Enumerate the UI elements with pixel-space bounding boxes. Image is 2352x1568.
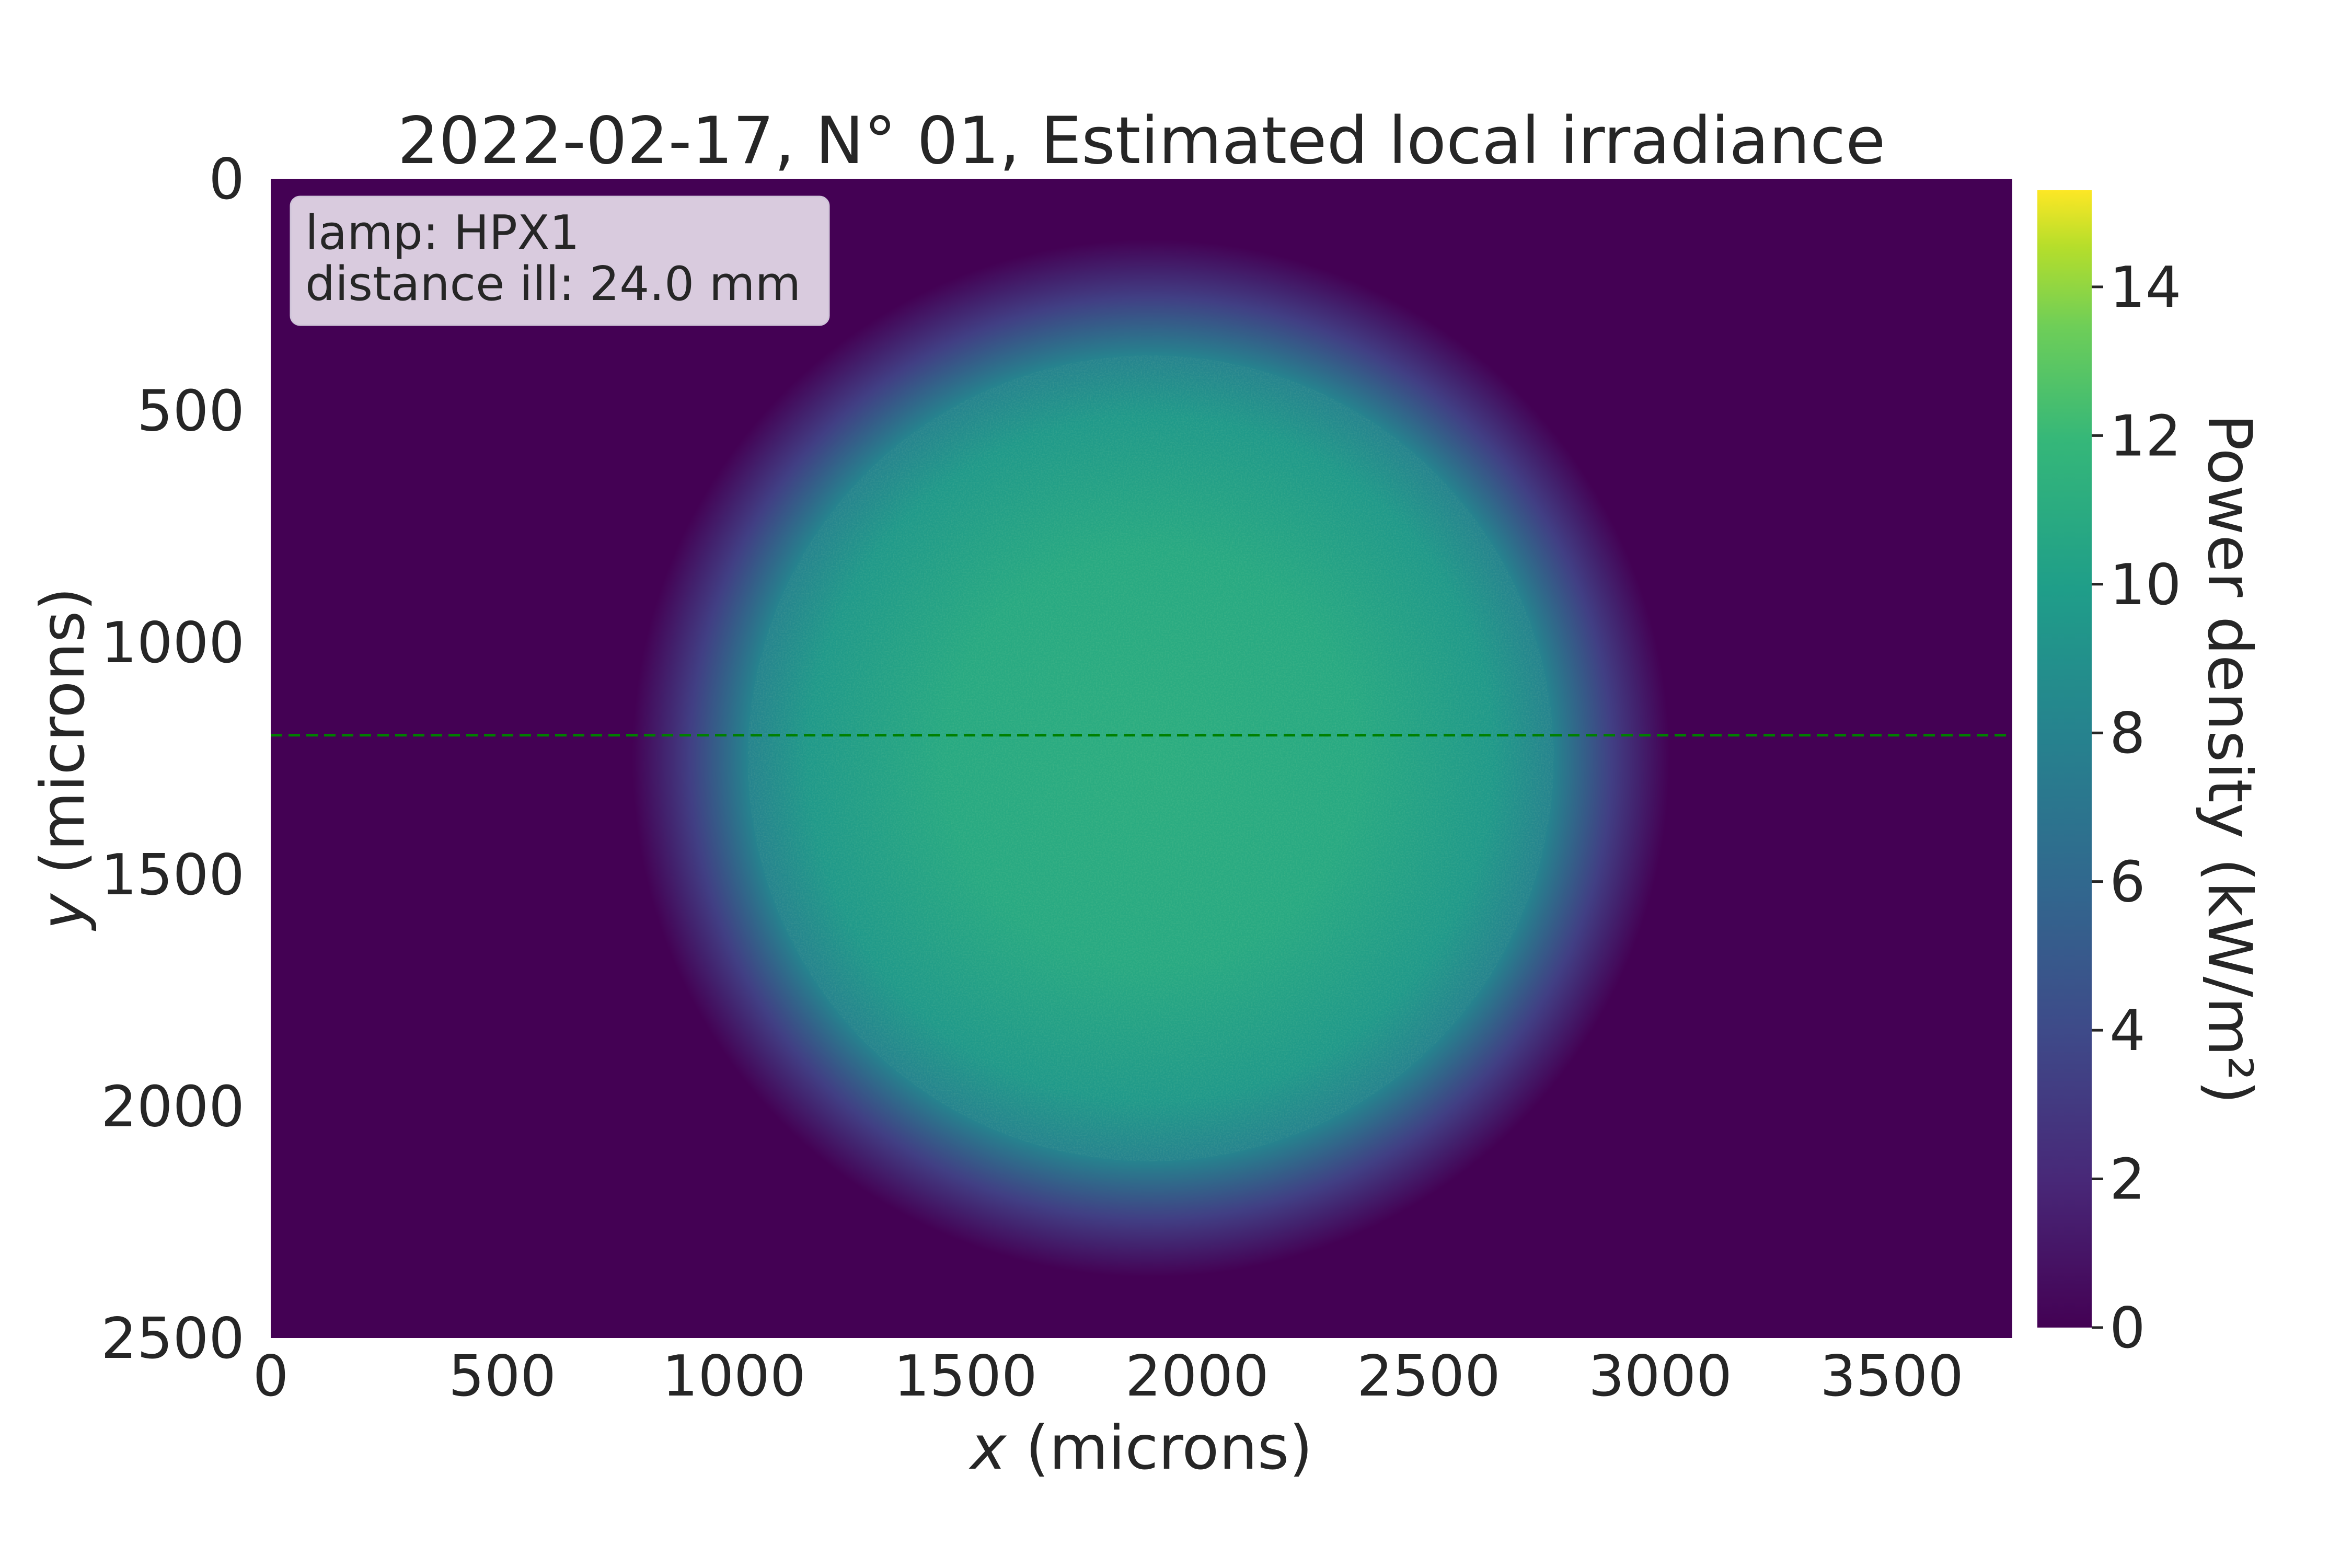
y-tick-label: 0 — [209, 147, 245, 212]
colorbar-tick-label: 14 — [2109, 255, 2181, 320]
x-tick-label: 3500 — [1820, 1344, 1964, 1409]
chart-title: 2022-02-17, N° 01, Estimated local irrad… — [398, 103, 1886, 179]
colorbar-tick-label: 2 — [2109, 1147, 2146, 1213]
y-axis-label: y (microns) — [28, 587, 98, 931]
x-tick-label: 2000 — [1125, 1344, 1269, 1409]
x-tick-label: 2500 — [1357, 1344, 1501, 1409]
colorbar-tick-label: 4 — [2109, 998, 2146, 1064]
x-tick-label: 500 — [448, 1344, 556, 1409]
y-tick-label: 2500 — [101, 1306, 245, 1371]
y-tick-label: 1000 — [101, 610, 245, 676]
x-tick-label: 1500 — [894, 1344, 1037, 1409]
x-axis-unit: (microns) — [1025, 1413, 1313, 1483]
x-axis-label: x (microns) — [969, 1413, 1312, 1483]
y-tick-label: 2000 — [101, 1074, 245, 1139]
y-axis-unit: (microns) — [28, 587, 98, 874]
colorbar-tick-label: 10 — [2109, 552, 2181, 618]
x-tick-label: 0 — [253, 1344, 289, 1409]
spot-noise-texture — [747, 355, 1554, 1161]
colorbar-tick-label: 6 — [2109, 850, 2146, 915]
x-axis-var: x — [969, 1413, 1007, 1483]
x-tick-label: 1000 — [662, 1344, 806, 1409]
x-tick-label: 3000 — [1588, 1344, 1732, 1409]
colorbar-tick-label: 12 — [2109, 403, 2181, 469]
colorbar-tick-label: 0 — [2109, 1296, 2146, 1361]
y-axis-var: y — [28, 893, 98, 931]
y-axis: 0 500 1000 1500 2000 2500 — [101, 147, 245, 1371]
colorbar-tick-label: 8 — [2109, 701, 2146, 766]
y-tick-label: 500 — [137, 379, 245, 444]
colorbar-ticks: 0 2 4 6 8 10 12 14 — [2092, 255, 2181, 1361]
colorbar — [2037, 190, 2092, 1328]
annotation-line-lamp: lamp: HPX1 — [305, 205, 580, 260]
annotation-line-distance: distance ill: 24.0 mm — [305, 257, 801, 312]
annotation-box: lamp: HPX1 distance ill: 24.0 mm — [290, 195, 830, 326]
x-axis: 0 500 1000 1500 2000 2500 3000 3500 — [253, 1344, 1964, 1409]
colorbar-label: Power density (kW/m²) — [2194, 414, 2265, 1104]
y-tick-label: 1500 — [101, 843, 245, 908]
